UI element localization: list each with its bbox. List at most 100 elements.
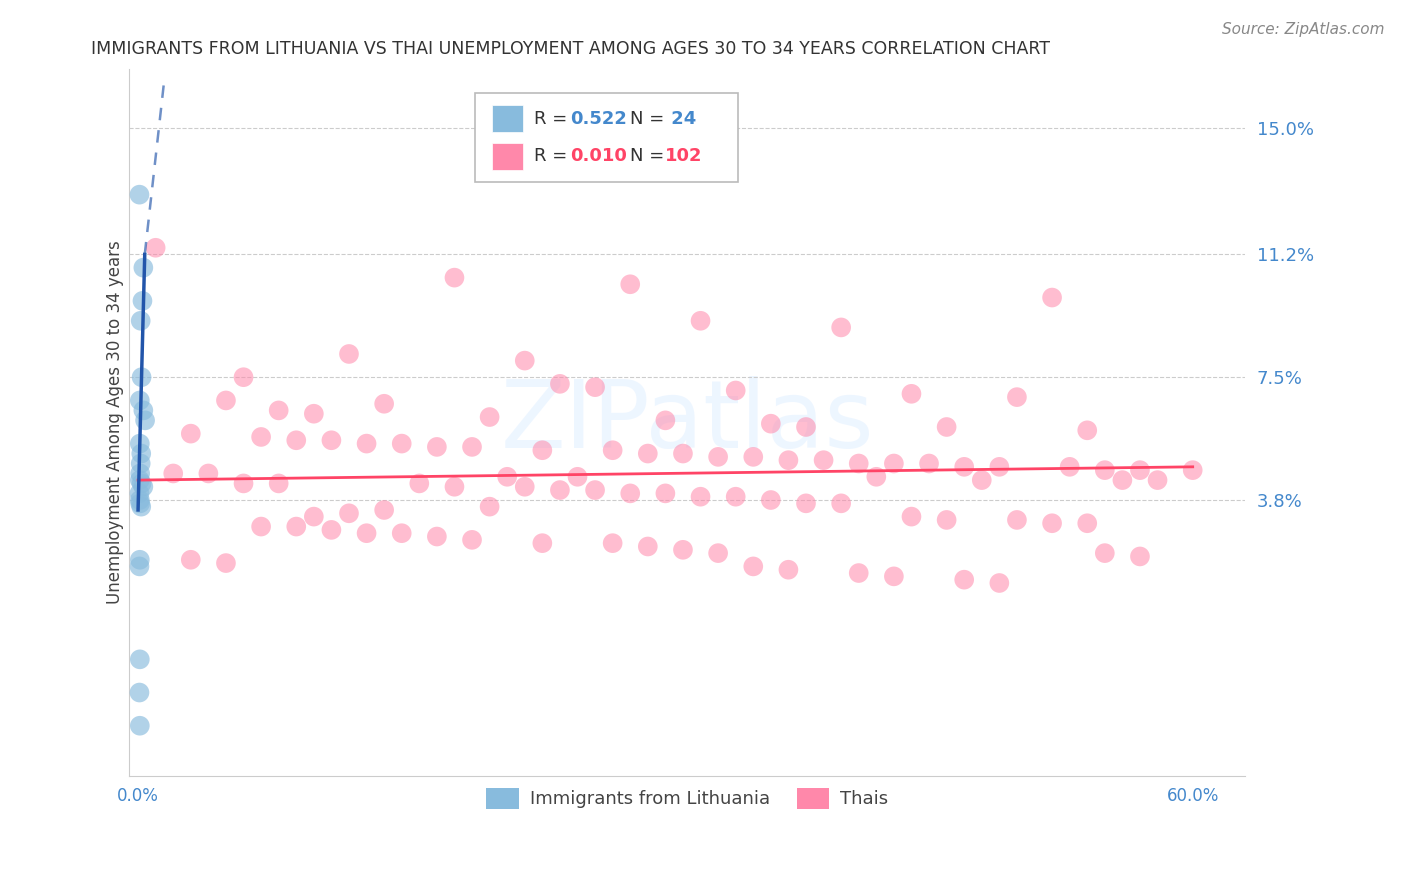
- Point: [742, 450, 765, 464]
- Point: [134, 413, 156, 427]
- Point: [321, 434, 343, 448]
- Bar: [492, 105, 523, 132]
- Point: [321, 523, 343, 537]
- Point: [129, 500, 152, 514]
- Point: [531, 443, 554, 458]
- Point: [391, 436, 413, 450]
- Point: [953, 459, 976, 474]
- Point: [602, 536, 624, 550]
- Point: [567, 470, 589, 484]
- Point: [356, 526, 378, 541]
- Point: [513, 480, 536, 494]
- Point: [619, 486, 641, 500]
- Point: [654, 413, 676, 427]
- Text: IMMIGRANTS FROM LITHUANIA VS THAI UNEMPLOYMENT AMONG AGES 30 TO 34 YEARS CORRELA: IMMIGRANTS FROM LITHUANIA VS THAI UNEMPL…: [91, 40, 1050, 58]
- Point: [129, 314, 152, 328]
- Point: [250, 519, 273, 533]
- Point: [637, 540, 659, 554]
- Point: [496, 470, 519, 484]
- Point: [232, 370, 254, 384]
- Point: [953, 573, 976, 587]
- Point: [583, 380, 606, 394]
- Point: [883, 457, 905, 471]
- Point: [970, 473, 993, 487]
- Point: [707, 450, 730, 464]
- Point: [988, 576, 1011, 591]
- Point: [794, 420, 817, 434]
- Point: [1076, 516, 1098, 531]
- Point: [759, 493, 782, 508]
- Point: [548, 376, 571, 391]
- Point: [302, 407, 325, 421]
- Point: [197, 467, 219, 481]
- Point: [285, 434, 308, 448]
- Point: [1094, 463, 1116, 477]
- Point: [1005, 513, 1028, 527]
- Point: [128, 685, 150, 699]
- FancyBboxPatch shape: [475, 94, 738, 182]
- Point: [548, 483, 571, 497]
- Point: [602, 443, 624, 458]
- Point: [461, 440, 484, 454]
- Point: [1094, 546, 1116, 560]
- Point: [129, 467, 152, 481]
- Text: 102: 102: [665, 147, 703, 165]
- Y-axis label: Unemployment Among Ages 30 to 34 years: Unemployment Among Ages 30 to 34 years: [107, 240, 124, 604]
- Text: 0.522: 0.522: [571, 110, 627, 128]
- Point: [583, 483, 606, 497]
- Point: [1059, 459, 1081, 474]
- Point: [408, 476, 430, 491]
- Legend: Immigrants from Lithuania, Thais: Immigrants from Lithuania, Thais: [479, 780, 896, 816]
- Point: [391, 526, 413, 541]
- Point: [285, 519, 308, 533]
- Point: [794, 496, 817, 510]
- Point: [988, 459, 1011, 474]
- Point: [724, 384, 747, 398]
- Point: [1129, 549, 1152, 564]
- Point: [373, 397, 395, 411]
- Point: [128, 559, 150, 574]
- Point: [215, 393, 238, 408]
- Point: [759, 417, 782, 431]
- Point: [1076, 423, 1098, 437]
- Text: N =: N =: [630, 110, 671, 128]
- Point: [215, 556, 238, 570]
- Point: [619, 277, 641, 292]
- Point: [250, 430, 273, 444]
- Point: [707, 546, 730, 560]
- Point: [689, 314, 711, 328]
- Point: [267, 476, 290, 491]
- Point: [128, 473, 150, 487]
- Point: [132, 260, 155, 275]
- Point: [337, 347, 360, 361]
- Point: [337, 506, 360, 520]
- Point: [1040, 291, 1063, 305]
- Point: [373, 503, 395, 517]
- Point: [865, 470, 887, 484]
- Point: [1129, 463, 1152, 477]
- Point: [128, 486, 150, 500]
- Point: [830, 320, 852, 334]
- Point: [935, 513, 957, 527]
- Point: [162, 467, 184, 481]
- Point: [302, 509, 325, 524]
- Point: [830, 496, 852, 510]
- Point: [267, 403, 290, 417]
- Point: [531, 536, 554, 550]
- Point: [778, 563, 800, 577]
- Point: [724, 490, 747, 504]
- Point: [426, 440, 449, 454]
- Point: [672, 446, 695, 460]
- Point: [180, 553, 202, 567]
- Point: [654, 486, 676, 500]
- Point: [883, 569, 905, 583]
- Point: [232, 476, 254, 491]
- Point: [672, 542, 695, 557]
- Point: [128, 493, 150, 508]
- Point: [513, 353, 536, 368]
- Point: [145, 241, 167, 255]
- Point: [128, 719, 150, 733]
- Point: [128, 553, 150, 567]
- Point: [129, 496, 152, 510]
- Text: Source: ZipAtlas.com: Source: ZipAtlas.com: [1222, 22, 1385, 37]
